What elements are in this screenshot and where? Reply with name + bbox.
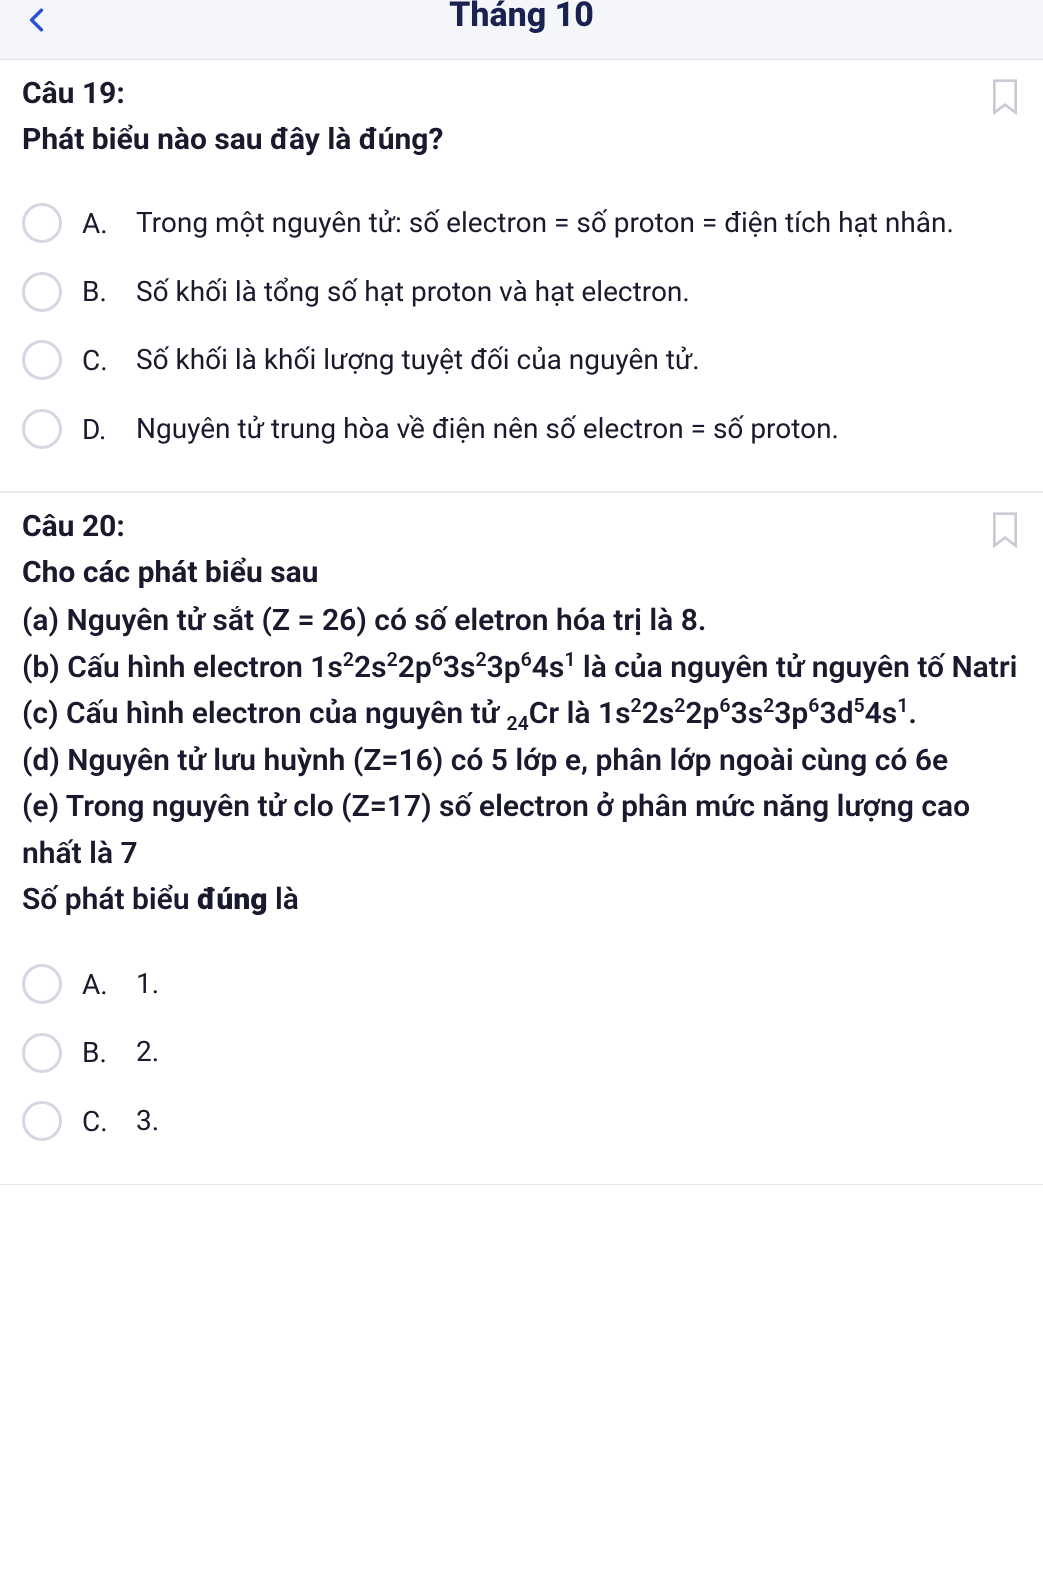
radio-icon — [22, 1033, 62, 1073]
question-block: Câu 20: Cho các phát biểu sau (a) Nguyên… — [0, 493, 1043, 1184]
body-line: (e) Trong nguyên tử clo (Z=17) số electr… — [22, 784, 1021, 877]
option-text: Số khối là khối lượng tuyệt đối của nguy… — [136, 340, 700, 381]
bookmark-button[interactable] — [989, 511, 1021, 547]
option-letter: C. — [82, 1105, 116, 1138]
question-header: Câu 19: — [22, 84, 1021, 119]
option-letter: B. — [82, 1036, 116, 1069]
question-block: Câu 19: Phát biểu nào sau đây là đúng? A… — [0, 60, 1043, 493]
option-text: Trong một nguyên tử: số electron = số pr… — [136, 203, 954, 244]
radio-icon — [22, 964, 62, 1004]
chevron-left-icon — [24, 5, 50, 35]
radio-icon — [22, 1101, 62, 1141]
option-letter: B. — [82, 275, 116, 308]
page-title: Tháng 10 — [449, 0, 594, 35]
question-label: Câu 20: — [22, 509, 125, 544]
bookmark-icon — [989, 511, 1021, 548]
question-body: (a) Nguyên tử sắt (Z = 26) có số eletron… — [22, 598, 1021, 924]
option-letter: A. — [82, 968, 116, 1001]
body-line: (b) Cấu hình electron 1s22s22p63s23p64s1… — [22, 645, 1021, 692]
body-line: (d) Nguyên tử lưu huỳnh (Z=16) có 5 lớp … — [22, 738, 1021, 785]
option-row[interactable]: A. 1. — [22, 950, 1021, 1019]
option-row[interactable]: C. 3. — [22, 1087, 1021, 1156]
option-letter: A. — [82, 207, 116, 240]
radio-icon — [22, 203, 62, 243]
radio-icon — [22, 340, 62, 380]
option-text: 3. — [136, 1101, 159, 1142]
options-list: A. 1. B. 2. C. 3. — [22, 950, 1021, 1156]
option-row[interactable]: C. Số khối là khối lượng tuyệt đối của n… — [22, 326, 1021, 395]
bookmark-button[interactable] — [989, 78, 1021, 114]
option-text: 1. — [136, 964, 159, 1005]
option-letter: D. — [82, 413, 116, 446]
body-line: (a) Nguyên tử sắt (Z = 26) có số eletron… — [22, 598, 1021, 645]
option-row[interactable]: A. Trong một nguyên tử: số electron = số… — [22, 189, 1021, 258]
back-button[interactable] — [24, 5, 50, 39]
question-label: Câu 19: — [22, 76, 125, 111]
question-title: Phát biểu nào sau đây là đúng? — [22, 119, 1021, 161]
navbar: Tháng 10 — [0, 0, 1043, 60]
radio-icon — [22, 409, 62, 449]
question-header: Câu 20: — [22, 517, 1021, 552]
option-letter: C. — [82, 344, 116, 377]
option-row[interactable]: B. 2. — [22, 1018, 1021, 1087]
question-title: Cho các phát biểu sau — [22, 552, 1021, 594]
option-row[interactable]: D. Nguyên tử trung hòa về điện nên số el… — [22, 395, 1021, 464]
radio-icon — [22, 272, 62, 312]
options-list: A. Trong một nguyên tử: số electron = số… — [22, 189, 1021, 463]
option-text: Số khối là tổng số hạt proton và hạt ele… — [136, 272, 690, 313]
option-row[interactable]: B. Số khối là tổng số hạt proton và hạt … — [22, 258, 1021, 327]
option-text: Nguyên tử trung hòa về điện nên số elect… — [136, 409, 839, 450]
body-line: Số phát biểu đúng là — [22, 877, 1021, 924]
option-text: 2. — [136, 1032, 159, 1073]
bookmark-icon — [989, 78, 1021, 115]
body-line: (c) Cấu hình electron của nguyên tử 24Cr… — [22, 691, 1021, 738]
